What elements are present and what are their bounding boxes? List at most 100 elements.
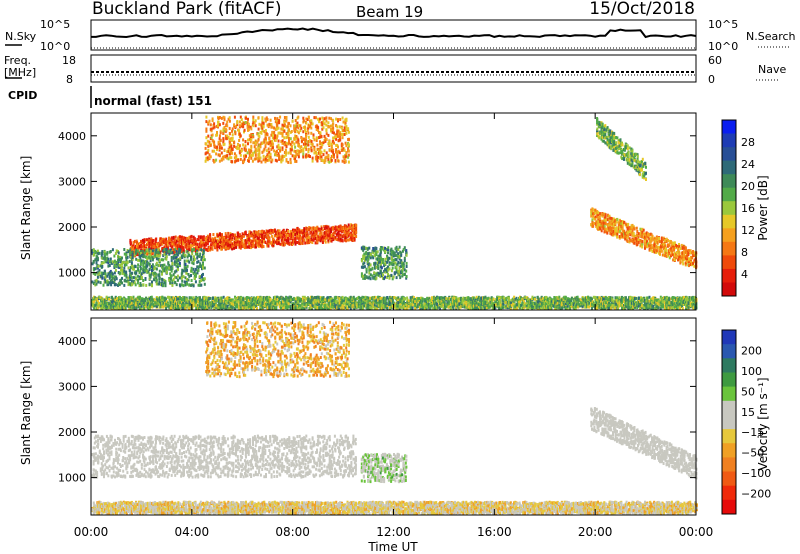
echo-cell [121, 265, 123, 269]
echo-cell [405, 265, 408, 268]
echo-cell [312, 136, 315, 139]
echo-cell [327, 229, 330, 233]
echo-cell [235, 159, 238, 163]
echo-cell [290, 144, 293, 148]
echo-cell [200, 241, 203, 245]
echo-cell [224, 154, 227, 158]
echo-cell [203, 237, 206, 241]
echo-cell [143, 239, 146, 243]
echo-cell [211, 133, 214, 137]
echo-cell [606, 231, 609, 235]
echo-cell [376, 250, 379, 254]
echo-cell [190, 255, 192, 259]
echo-cell [193, 237, 196, 241]
echo-cell [205, 241, 208, 245]
echo-cell [304, 125, 306, 129]
echo-cell [235, 125, 238, 128]
echo-cell [316, 143, 319, 147]
echo-cell [287, 231, 289, 235]
echo-cell [307, 154, 310, 158]
echo-cell [228, 143, 231, 147]
echo-cell [397, 252, 400, 256]
echo-cell [250, 156, 253, 160]
echo-cell [310, 122, 313, 126]
echo-cell [336, 155, 339, 159]
echo-cell [158, 251, 161, 255]
echo-cell [214, 236, 217, 240]
echo-cell [205, 247, 208, 251]
echo-cell [337, 228, 340, 232]
echo-cell [146, 242, 148, 246]
echo-cell [136, 241, 139, 245]
echo-cell [144, 277, 147, 280]
echo-cell [197, 248, 200, 251]
freq-right-bottom-tick: 0 [708, 73, 715, 86]
echo-cell [326, 226, 329, 230]
echo-cell [219, 144, 222, 148]
echo-cell [300, 230, 303, 234]
echo-cell [280, 160, 283, 164]
echo-cell [223, 118, 226, 122]
echo-cell [255, 240, 257, 244]
echo-cell [244, 144, 247, 148]
echo-cell [151, 258, 154, 262]
echo-cell [274, 152, 277, 156]
echo-cell [264, 235, 267, 239]
echo-cell [281, 158, 284, 162]
echo-cell [96, 257, 99, 260]
echo-cell [341, 159, 344, 163]
echo-cell [282, 232, 285, 236]
echo-cell [299, 230, 302, 234]
echo-cell [285, 132, 288, 136]
echo-cell [190, 234, 193, 238]
noise-panel: N.Sky 10^5 10^0 10^5 10^0 N.Search [5, 18, 796, 53]
echo-cell [227, 247, 230, 251]
echo-cell [239, 237, 242, 240]
echo-cell [271, 133, 274, 137]
echo-cell [311, 241, 314, 244]
echo-cell [283, 238, 286, 242]
echo-cell [228, 149, 231, 153]
echo-cell [306, 241, 309, 245]
echo-cell [287, 160, 290, 164]
echo-cell [148, 282, 151, 286]
freq-left-label-1: Freq. [4, 54, 31, 67]
echo-cell [243, 130, 245, 134]
echo-cell [313, 237, 315, 241]
echo-cell [252, 141, 255, 145]
echo-cell [350, 231, 353, 235]
echo-cell [235, 242, 238, 246]
cpid-panel: CPID normal (fast) 151 [8, 86, 212, 108]
echo-cell [165, 251, 168, 255]
echo-cell [367, 257, 370, 261]
echo-cell [243, 154, 245, 158]
echo-cell [227, 235, 230, 239]
echo-cell [172, 251, 175, 255]
echo-cell [205, 142, 208, 146]
echo-cell [334, 236, 337, 240]
echo-cell [239, 242, 242, 246]
echo-cell [264, 160, 267, 164]
echo-cell [285, 145, 288, 149]
echo-cell [309, 119, 311, 123]
echo-cell [233, 152, 236, 156]
echo-cell [252, 242, 255, 246]
echo-cell [332, 225, 335, 229]
echo-cell [259, 145, 262, 149]
echo-cell [190, 269, 193, 273]
echo-cell [213, 140, 216, 144]
echo-cell [310, 126, 313, 130]
echo-cell [221, 236, 223, 240]
echo-cell [263, 231, 265, 235]
echo-cell [203, 243, 206, 247]
echo-cell [231, 133, 234, 137]
echo-cell [194, 249, 197, 253]
echo-cell [248, 230, 251, 234]
echo-cell [176, 262, 179, 266]
echo-cell [239, 153, 242, 157]
echo-cell [108, 264, 111, 267]
echo-cell [257, 236, 260, 240]
echo-cell [119, 271, 122, 275]
echo-cell [267, 242, 270, 246]
echo-cell [199, 252, 202, 256]
